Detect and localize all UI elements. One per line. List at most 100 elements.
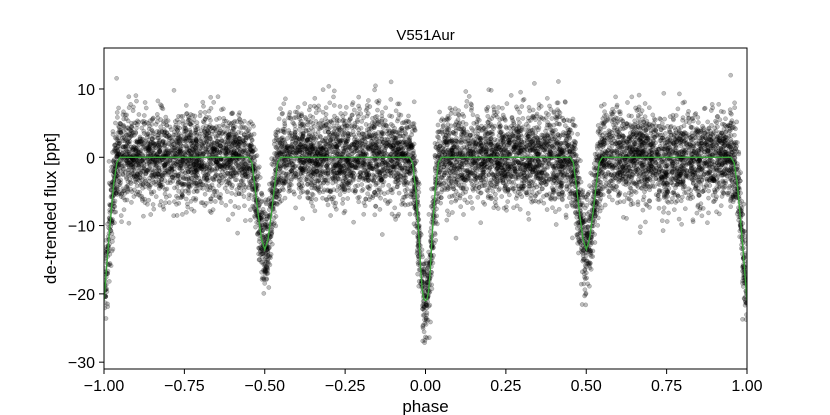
- data-point: [198, 200, 204, 206]
- data-point: [197, 113, 203, 119]
- data-point: [566, 166, 572, 171]
- data-point: [377, 207, 383, 212]
- data-point: [136, 164, 142, 169]
- data-point: [147, 146, 152, 152]
- data-point: [289, 141, 295, 147]
- data-point: [642, 101, 648, 106]
- data-point: [180, 118, 186, 124]
- data-point: [638, 224, 643, 230]
- data-point: [391, 164, 397, 170]
- data-point: [642, 133, 647, 139]
- data-point: [457, 163, 463, 169]
- data-point: [395, 213, 401, 219]
- data-point: [744, 312, 747, 318]
- data-point: [177, 151, 182, 157]
- data-point: [396, 101, 402, 107]
- data-point: [732, 105, 738, 110]
- data-point: [396, 190, 402, 196]
- data-point: [540, 147, 546, 153]
- data-point: [595, 222, 601, 228]
- data-point: [219, 164, 224, 170]
- data-point: [116, 123, 121, 129]
- data-point: [176, 200, 182, 206]
- data-point: [369, 148, 375, 153]
- data-point: [556, 79, 561, 84]
- data-point: [324, 150, 330, 156]
- data-point: [414, 251, 420, 256]
- data-point: [318, 172, 324, 178]
- data-point: [145, 151, 151, 156]
- data-point: [323, 105, 329, 111]
- data-point: [464, 186, 470, 192]
- data-point: [675, 106, 681, 112]
- data-point: [411, 230, 416, 235]
- data-point: [186, 134, 191, 139]
- data-point: [320, 109, 326, 115]
- data-point: [515, 106, 520, 112]
- data-point: [464, 98, 470, 104]
- data-point: [359, 182, 365, 187]
- data-point: [232, 204, 238, 209]
- data-point: [429, 186, 434, 192]
- data-point: [313, 146, 319, 151]
- data-point: [728, 167, 734, 173]
- data-point: [229, 190, 235, 196]
- data-point: [249, 121, 255, 127]
- data-point: [520, 116, 526, 121]
- scatter-points: [104, 72, 747, 346]
- data-point: [475, 194, 481, 200]
- data-point: [148, 212, 154, 217]
- data-point: [234, 187, 240, 192]
- data-point: [349, 102, 355, 107]
- data-point: [392, 173, 397, 179]
- data-point: [666, 210, 671, 216]
- data-point: [445, 208, 450, 214]
- data-point: [708, 133, 713, 139]
- data-point: [223, 202, 229, 208]
- data-point: [263, 252, 269, 257]
- data-point: [130, 108, 136, 113]
- data-point: [228, 199, 233, 204]
- data-point: [521, 173, 527, 179]
- data-point: [592, 240, 598, 245]
- data-point: [176, 113, 181, 119]
- data-point: [224, 130, 229, 136]
- data-point: [544, 95, 550, 101]
- data-point: [587, 283, 592, 289]
- data-point: [328, 188, 334, 193]
- data-point: [432, 141, 438, 146]
- data-point: [452, 106, 458, 112]
- data-point: [659, 175, 665, 181]
- data-point: [331, 94, 336, 100]
- data-point: [297, 194, 302, 200]
- data-point: [506, 165, 512, 171]
- data-point: [438, 200, 443, 206]
- data-point: [458, 147, 463, 153]
- data-point: [505, 140, 511, 146]
- data-point: [347, 166, 352, 172]
- data-point: [643, 219, 648, 225]
- data-point: [411, 125, 417, 131]
- data-point: [398, 165, 404, 171]
- data-point: [716, 101, 722, 107]
- data-point: [422, 320, 428, 326]
- data-point: [665, 123, 670, 129]
- data-point: [551, 110, 557, 116]
- data-point: [470, 112, 476, 118]
- data-point: [248, 142, 254, 148]
- data-point: [261, 291, 267, 296]
- data-point: [163, 200, 168, 206]
- data-point: [646, 140, 652, 146]
- data-point: [312, 208, 318, 214]
- data-point: [636, 115, 641, 121]
- data-point: [461, 176, 467, 182]
- data-point: [269, 229, 275, 235]
- data-point: [331, 88, 337, 94]
- data-point: [161, 206, 167, 212]
- data-point: [578, 281, 584, 287]
- data-point: [722, 149, 728, 155]
- data-point: [621, 199, 627, 204]
- data-point: [564, 203, 570, 209]
- data-point: [705, 146, 711, 152]
- data-point: [564, 186, 570, 192]
